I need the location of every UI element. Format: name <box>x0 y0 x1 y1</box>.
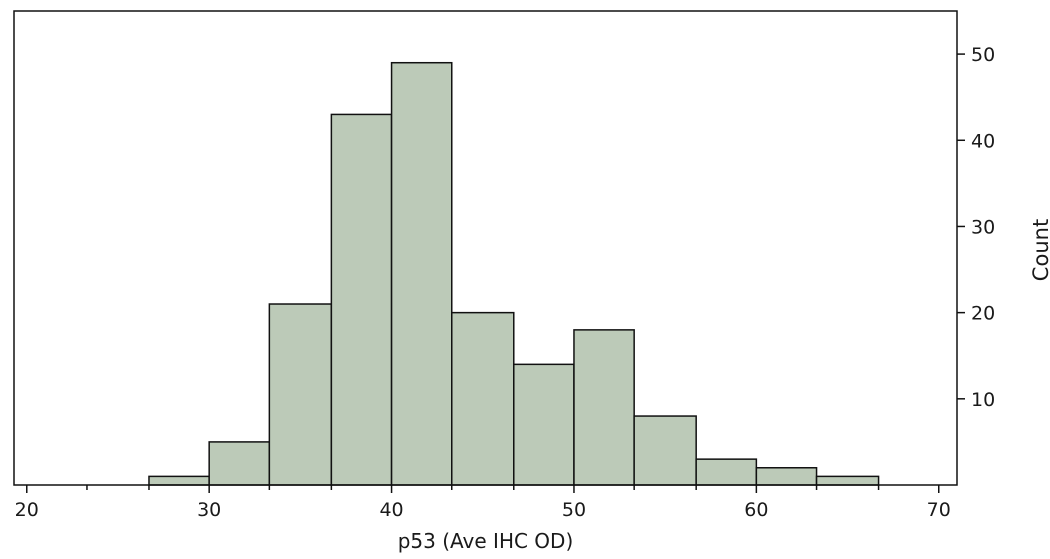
y-tick-label: 20 <box>971 303 995 325</box>
histogram-bar <box>573 329 635 486</box>
y-tick-label: 30 <box>971 216 995 238</box>
y-tick-label: 40 <box>971 130 995 152</box>
x-tick-label: 50 <box>562 499 586 521</box>
x-tick-label: 30 <box>197 499 221 521</box>
histogram-bar <box>451 311 515 486</box>
y-tick-label: 50 <box>971 44 995 66</box>
histogram-bar <box>633 415 697 486</box>
plot-frame <box>13 10 958 486</box>
histogram-bar <box>148 475 210 486</box>
histogram-bar <box>695 458 758 486</box>
histogram-bar <box>208 441 271 486</box>
histogram-bar <box>815 475 880 486</box>
bars-layer <box>148 61 880 486</box>
x-tick-label: 60 <box>744 499 768 521</box>
histogram-bar <box>330 113 393 486</box>
y-axis: 10 20 30 40 50 <box>957 44 995 411</box>
x-tick-label: 70 <box>927 499 951 521</box>
y-tick-label: 10 <box>971 389 995 411</box>
histogram-bar <box>513 363 575 486</box>
x-tick-label: 40 <box>379 499 403 521</box>
y-axis-title: Count <box>1029 219 1050 281</box>
x-tick-label: 20 <box>15 499 39 521</box>
x-axis-title: p53 (Ave IHC OD) <box>398 529 574 553</box>
histogram-bar <box>755 467 818 486</box>
histogram-bar <box>390 61 453 486</box>
x-axis: 20 30 40 50 60 70 <box>15 485 951 521</box>
histogram-bar <box>268 303 333 486</box>
